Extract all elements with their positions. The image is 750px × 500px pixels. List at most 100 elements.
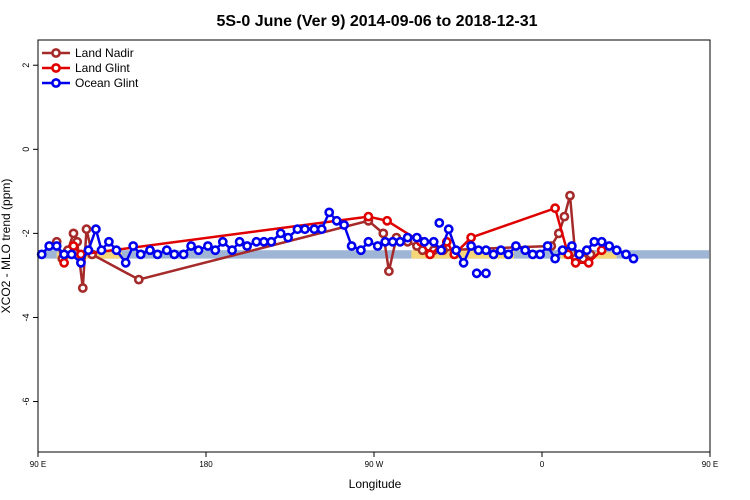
data-point (473, 245, 484, 256)
data-point (535, 249, 545, 260)
data-point (68, 228, 79, 239)
x-axis-label: Longitude (349, 477, 402, 491)
data-point (380, 236, 391, 247)
data-point (583, 257, 594, 268)
data-point (242, 241, 252, 251)
data-point (104, 236, 114, 247)
data-point (91, 224, 101, 235)
data-point (542, 241, 553, 251)
x-tick-label: 90 E (702, 460, 718, 469)
data-point (77, 283, 88, 293)
data-point (111, 245, 122, 256)
legend-label: Land Glint (75, 61, 130, 75)
data-point (133, 274, 144, 285)
series-ocean-glint (36, 207, 639, 268)
data-point (503, 249, 514, 260)
data-point (68, 241, 79, 251)
data-point (251, 236, 262, 247)
data-point (217, 236, 228, 247)
y-axis: 2 0 -2 -4 -6 (21, 63, 38, 406)
data-point (511, 241, 521, 251)
data-point (466, 241, 476, 251)
data-point (611, 245, 622, 256)
data-point (193, 245, 204, 256)
data-point (481, 245, 491, 256)
data-point (234, 236, 245, 247)
data-point (169, 249, 180, 260)
data-point (471, 268, 482, 279)
data-point (570, 257, 581, 268)
data-point (574, 249, 585, 260)
data-point (550, 203, 560, 214)
background-band (39, 250, 709, 259)
data-point (621, 249, 631, 260)
data-point (596, 236, 607, 247)
data-point (331, 215, 342, 226)
legend-label: Ocean Glint (75, 76, 139, 90)
data-point (81, 224, 92, 235)
data-point (559, 211, 570, 222)
data-point (567, 241, 577, 251)
data-point (161, 245, 172, 256)
data-point (395, 236, 405, 247)
data-point (604, 241, 615, 251)
data-point (372, 241, 383, 251)
data-point (51, 241, 62, 251)
data-point (495, 245, 506, 256)
data-point (324, 207, 335, 218)
y-tick-label: 0 (21, 147, 31, 152)
data-point (363, 211, 374, 222)
data-point (411, 232, 422, 243)
data-point (36, 249, 47, 260)
data-point (402, 232, 413, 243)
data-point (355, 245, 366, 256)
data-point (378, 228, 389, 239)
legend-marker (51, 48, 61, 58)
data-point (66, 249, 77, 260)
data-point (59, 257, 69, 268)
legend-item: Land Glint (42, 61, 130, 75)
x-tick-label: 180 (199, 460, 213, 469)
data-point (466, 232, 476, 243)
series-layer (36, 190, 639, 293)
data-point (436, 245, 447, 256)
data-point (96, 245, 107, 256)
series-unnamed (434, 217, 491, 279)
legend-label: Land Nadir (75, 46, 134, 60)
x-tick-label: 0 (540, 460, 545, 469)
data-point (458, 257, 469, 268)
data-point (363, 236, 374, 247)
data-point (481, 268, 491, 279)
data-point (339, 220, 349, 230)
data-point (596, 245, 607, 256)
data-point (145, 245, 155, 256)
y-tick-label: -6 (21, 398, 31, 406)
data-point (488, 249, 499, 260)
y-tick-label: 2 (21, 63, 31, 68)
data-point (120, 257, 131, 268)
data-point (83, 245, 94, 256)
data-point (266, 236, 277, 247)
chart-title: 5S-0 June (Ver 9) 2014-09-06 to 2018-12-… (216, 13, 537, 30)
y-axis-label: XCO2 - MLO trend (ppm) (0, 179, 13, 314)
x-tick-label: 90 W (365, 460, 384, 469)
data-point (186, 241, 196, 251)
legend-item: Ocean Glint (42, 76, 139, 90)
y-tick-label: -2 (21, 229, 31, 237)
data-point (299, 224, 310, 235)
series-line (55, 195, 592, 289)
x-axis: 90 E 180 90 W 0 90 E (30, 452, 718, 469)
background-band (411, 250, 514, 259)
data-point (178, 249, 189, 260)
data-point (44, 241, 55, 251)
data-point (434, 217, 445, 228)
data-point (550, 253, 560, 264)
data-point (76, 257, 86, 268)
data-point (135, 249, 146, 260)
data-point (210, 245, 221, 256)
data-point (628, 253, 639, 264)
data-point (283, 232, 293, 243)
data-point (202, 241, 213, 251)
